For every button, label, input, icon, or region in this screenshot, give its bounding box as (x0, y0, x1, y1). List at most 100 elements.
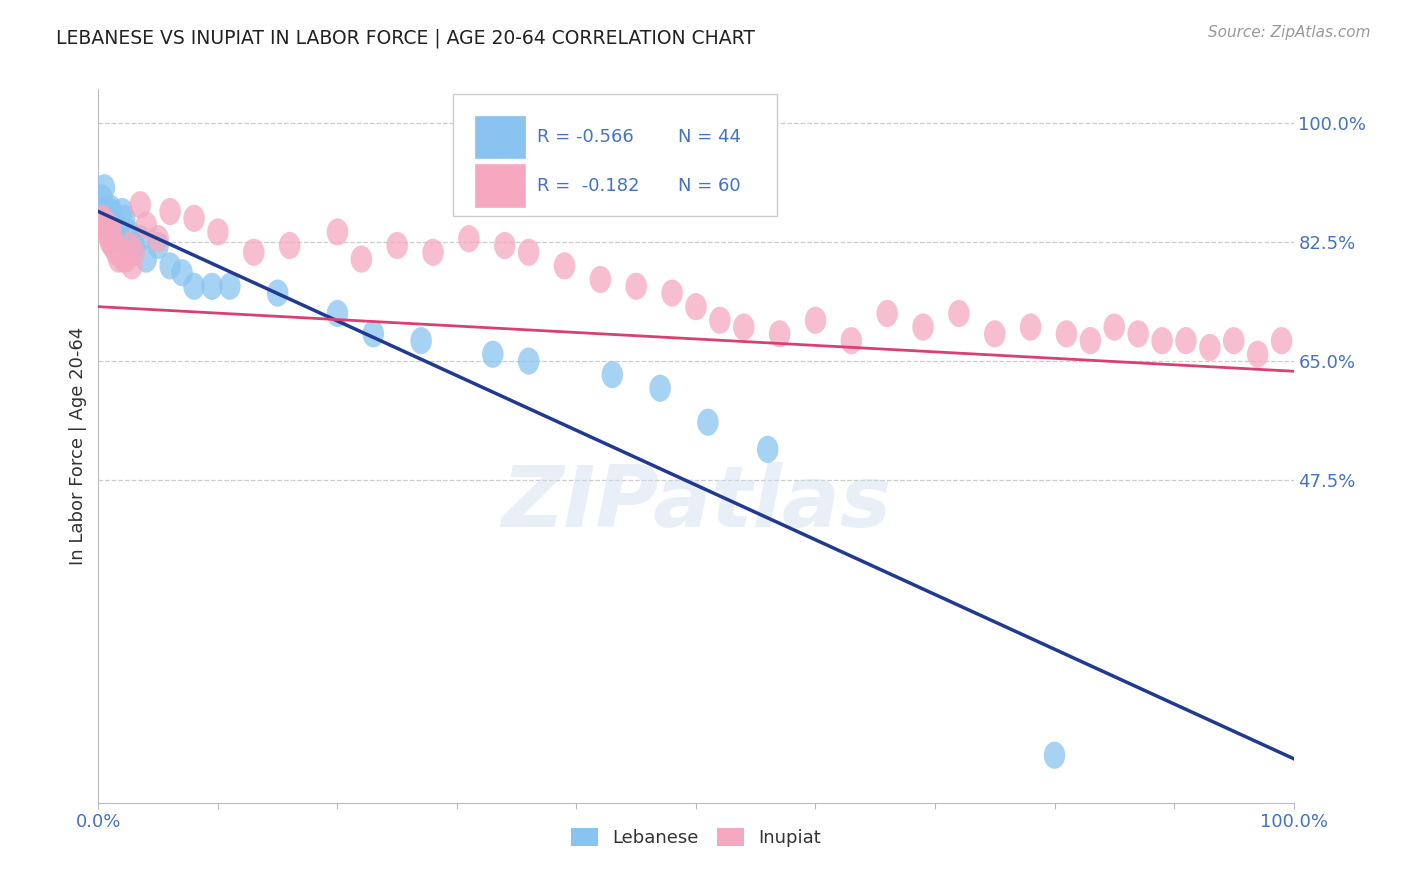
Ellipse shape (219, 273, 240, 300)
Ellipse shape (121, 252, 142, 279)
Ellipse shape (733, 313, 755, 341)
Ellipse shape (1104, 313, 1125, 341)
Ellipse shape (98, 205, 120, 232)
Ellipse shape (103, 232, 124, 259)
Ellipse shape (1199, 334, 1220, 361)
Ellipse shape (94, 198, 115, 225)
Ellipse shape (97, 198, 118, 225)
Ellipse shape (100, 205, 121, 232)
Text: LEBANESE VS INUPIAT IN LABOR FORCE | AGE 20-64 CORRELATION CHART: LEBANESE VS INUPIAT IN LABOR FORCE | AGE… (56, 29, 755, 48)
Ellipse shape (1080, 327, 1101, 354)
Ellipse shape (363, 320, 384, 348)
Ellipse shape (100, 225, 121, 252)
Ellipse shape (387, 232, 408, 259)
Ellipse shape (118, 219, 139, 245)
Ellipse shape (411, 327, 432, 354)
Ellipse shape (661, 279, 683, 307)
Ellipse shape (94, 205, 117, 232)
Ellipse shape (96, 219, 118, 245)
Ellipse shape (697, 409, 718, 436)
Ellipse shape (243, 239, 264, 266)
Ellipse shape (108, 245, 129, 273)
Ellipse shape (804, 307, 827, 334)
FancyBboxPatch shape (453, 95, 778, 216)
Text: R =  -0.182: R = -0.182 (537, 177, 640, 194)
Text: R = -0.566: R = -0.566 (537, 128, 634, 146)
Ellipse shape (101, 219, 122, 245)
Ellipse shape (124, 232, 145, 259)
Ellipse shape (94, 211, 117, 239)
Ellipse shape (148, 232, 169, 259)
Ellipse shape (912, 313, 934, 341)
Ellipse shape (100, 194, 121, 222)
Ellipse shape (626, 273, 647, 300)
Ellipse shape (1271, 327, 1292, 354)
Ellipse shape (554, 252, 575, 279)
Ellipse shape (517, 348, 540, 375)
Ellipse shape (100, 228, 121, 256)
Legend: Lebanese, Inupiat: Lebanese, Inupiat (564, 821, 828, 855)
Ellipse shape (458, 225, 479, 252)
Ellipse shape (103, 232, 125, 259)
Ellipse shape (876, 300, 898, 327)
Y-axis label: In Labor Force | Age 20-64: In Labor Force | Age 20-64 (69, 326, 87, 566)
Text: ZIPatlas: ZIPatlas (501, 461, 891, 545)
Ellipse shape (148, 225, 169, 252)
Ellipse shape (96, 205, 118, 232)
Ellipse shape (100, 198, 121, 225)
Ellipse shape (685, 293, 707, 320)
Ellipse shape (183, 273, 205, 300)
Ellipse shape (97, 205, 118, 232)
Ellipse shape (1247, 341, 1268, 368)
Ellipse shape (1019, 313, 1042, 341)
Ellipse shape (94, 174, 115, 202)
Ellipse shape (93, 198, 114, 225)
Ellipse shape (94, 215, 117, 242)
Text: Source: ZipAtlas.com: Source: ZipAtlas.com (1208, 25, 1371, 40)
Ellipse shape (841, 327, 862, 354)
Ellipse shape (97, 211, 118, 239)
Ellipse shape (1128, 320, 1149, 348)
Ellipse shape (326, 300, 349, 327)
Ellipse shape (91, 205, 112, 232)
Ellipse shape (278, 232, 301, 259)
Ellipse shape (112, 245, 135, 273)
Ellipse shape (201, 273, 222, 300)
Ellipse shape (135, 245, 157, 273)
Ellipse shape (984, 320, 1005, 348)
FancyBboxPatch shape (475, 164, 524, 207)
Ellipse shape (207, 219, 229, 245)
Ellipse shape (98, 208, 120, 235)
Ellipse shape (482, 341, 503, 368)
Ellipse shape (111, 239, 132, 266)
Ellipse shape (118, 232, 141, 259)
Ellipse shape (135, 211, 157, 239)
Ellipse shape (91, 185, 112, 211)
Ellipse shape (756, 436, 779, 463)
Ellipse shape (159, 198, 181, 225)
Ellipse shape (114, 205, 135, 232)
Ellipse shape (101, 205, 122, 232)
Ellipse shape (350, 245, 373, 273)
Ellipse shape (124, 239, 145, 266)
Ellipse shape (589, 266, 612, 293)
Ellipse shape (650, 375, 671, 401)
Ellipse shape (183, 205, 205, 232)
Ellipse shape (103, 225, 125, 252)
Ellipse shape (93, 208, 114, 235)
Ellipse shape (948, 300, 970, 327)
Ellipse shape (769, 320, 790, 348)
Ellipse shape (517, 239, 540, 266)
Ellipse shape (129, 225, 150, 252)
Ellipse shape (709, 307, 731, 334)
Ellipse shape (1056, 320, 1077, 348)
Ellipse shape (105, 211, 127, 239)
Text: N = 44: N = 44 (678, 128, 741, 146)
Ellipse shape (111, 198, 134, 225)
Ellipse shape (129, 191, 150, 219)
Ellipse shape (494, 232, 516, 259)
Ellipse shape (1152, 327, 1173, 354)
Ellipse shape (94, 211, 115, 239)
Ellipse shape (1175, 327, 1197, 354)
Ellipse shape (1043, 741, 1066, 769)
